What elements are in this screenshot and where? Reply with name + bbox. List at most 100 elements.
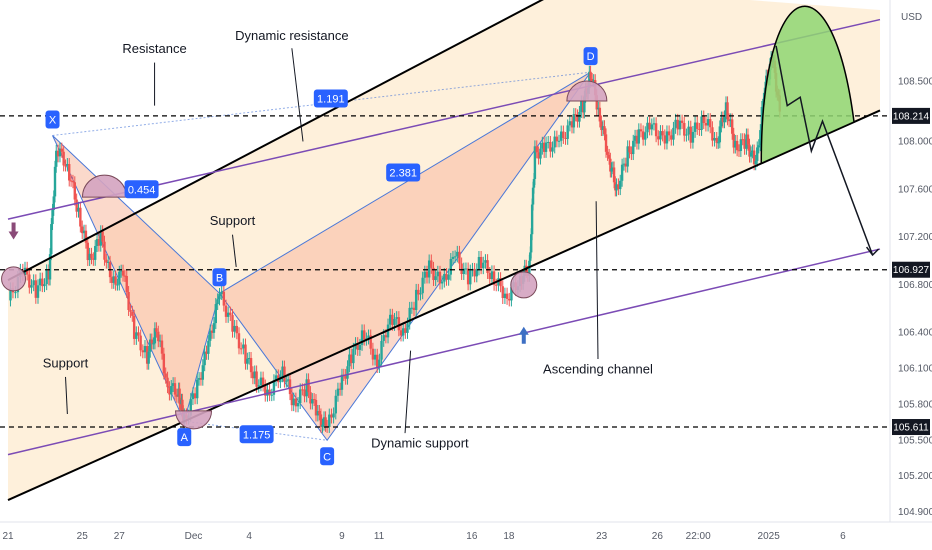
candle-body [475,269,478,277]
candle-body [601,126,605,131]
candle-body [657,136,660,140]
candle-body [296,403,300,407]
candle-body [233,325,236,332]
candle-body [547,141,550,143]
candle-body [639,129,643,132]
candle-body [644,132,647,140]
candle-body [530,234,533,253]
candle-body [531,187,535,205]
candle-body [670,135,673,140]
candle-body [294,398,298,407]
candle-body [622,163,626,165]
candle-body [261,377,265,386]
candle-body [549,141,552,152]
candle-body [427,260,431,278]
candle-body [523,265,526,276]
candle-body [82,230,86,234]
candle-body [77,207,80,212]
candle-body [141,350,145,353]
candle-body [612,167,616,183]
candle-body [683,122,686,136]
price-label-1: 108.214 [893,111,930,122]
candle-body [541,142,544,149]
candle-body [86,242,89,261]
candle-body [533,146,537,179]
ratio-label-4: 1.175 [243,429,271,441]
candle-body [336,388,340,396]
candle-body [285,380,288,382]
candle-body [466,268,470,285]
candle-body [628,146,631,153]
pattern-marks [1,5,880,430]
candle-body [168,387,171,395]
candle-body [603,126,606,135]
candle-body [600,121,603,131]
down-arrow-marker [8,222,19,240]
y-tick-6: 106.400 [898,328,932,339]
candle-body [499,278,502,287]
candle-body [199,378,203,380]
candle-body [391,314,394,325]
candle-body [537,152,540,159]
candle-body [713,137,716,141]
candle-body [401,328,405,336]
point-label-c: C [323,451,331,463]
dynamic-support-pointer [404,350,412,434]
candle-body [720,117,723,127]
candle-body [173,383,177,395]
candle-body [34,280,38,298]
candle-body [14,292,17,294]
y-tick-11: 108.500 [898,77,932,88]
candle-body [75,199,78,212]
candle-body [607,154,611,159]
candle-body [214,304,217,324]
ratio-label-bg-1 [313,89,348,108]
candle-body [447,274,450,280]
candle-body [615,184,618,191]
candle-body [209,330,212,341]
price-label-bg-3 [892,419,930,436]
candle-body [685,134,688,136]
candle-body [352,348,355,364]
candle-body [249,357,253,373]
support-pointer-lower [65,376,68,415]
candle-body [162,353,166,374]
candle-body [399,330,403,336]
candle-body [118,271,121,285]
candle-body [281,366,284,377]
x-tick-2: 25 [77,531,89,542]
candle-body [698,128,701,130]
candle-body [178,388,181,404]
candle-body [408,307,411,324]
candle-body [218,293,221,300]
candle-body [414,289,418,311]
candle-body [588,71,591,89]
candle-body [69,180,73,182]
candle-body [332,413,335,418]
candle-body [229,312,232,316]
candle-body [119,270,123,272]
candle-body [727,119,731,122]
candle-body [654,123,658,137]
candle-body [367,335,370,339]
point-label-bg-b [212,268,227,287]
candle-body [145,346,149,364]
candle-body [702,116,705,123]
candle-body [732,133,735,148]
candle-body [231,315,234,332]
candle-body [181,399,184,412]
candle-body [45,270,48,285]
candle-body [112,276,115,283]
candle-body [661,131,664,136]
candle-body [324,417,327,426]
candle-body [166,377,169,388]
candle-body [196,379,199,399]
annotation-3: Support [210,213,256,228]
candle-body [752,150,756,165]
candle-body [170,386,173,395]
candle-body [43,284,46,287]
candle-body [676,119,679,130]
candle-body [95,239,99,247]
candle-body [125,275,128,292]
